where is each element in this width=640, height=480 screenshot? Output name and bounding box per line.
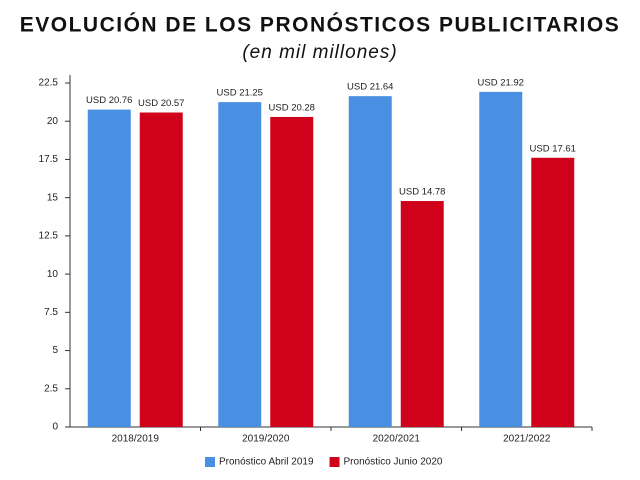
y-tick-label: 5 (52, 345, 58, 356)
y-tick-label: 20 (47, 116, 59, 127)
value-label: USD 21.92 (478, 77, 524, 88)
value-label: USD 20.76 (86, 95, 132, 106)
x-tick-label: 2018/2019 (112, 434, 160, 445)
x-tick-label: 2021/2022 (503, 434, 551, 445)
chart-title: EVOLUCIÓN DE LOS PRONÓSTICOS PUBLICITARI… (20, 13, 620, 37)
legend-swatch (329, 457, 340, 467)
y-tick-label: 10 (47, 269, 59, 280)
bar (87, 109, 131, 428)
bar (348, 96, 392, 428)
x-tick-label: 2019/2020 (242, 434, 290, 445)
value-label: USD 17.61 (530, 143, 576, 154)
y-tick-label: 15 (47, 192, 59, 203)
bar (139, 112, 183, 427)
y-tick-label: 7.5 (44, 307, 58, 318)
bar (400, 201, 444, 427)
value-label: USD 21.25 (217, 88, 263, 99)
legend-label: Pronóstico Abril 2019 (219, 457, 314, 468)
value-label: USD 21.64 (347, 82, 393, 93)
legend-swatch (205, 457, 215, 467)
value-label: USD 14.78 (399, 187, 445, 198)
legend-label: Pronóstico Junio 2020 (344, 457, 443, 468)
chart-subtitle: (en mil millones) (242, 42, 397, 63)
y-tick-label: 0 (52, 422, 58, 433)
bar (531, 157, 575, 427)
y-tick-label: 17.5 (39, 154, 59, 165)
value-label: USD 20.28 (269, 102, 315, 113)
bar (218, 102, 262, 427)
bar (270, 116, 314, 427)
y-tick-label: 2.5 (44, 383, 58, 394)
value-label: USD 20.57 (138, 98, 184, 109)
y-tick-label: 12.5 (39, 231, 59, 242)
x-tick-label: 2020/2021 (373, 434, 421, 445)
y-tick-label: 22.5 (39, 78, 59, 89)
bar (479, 91, 523, 427)
